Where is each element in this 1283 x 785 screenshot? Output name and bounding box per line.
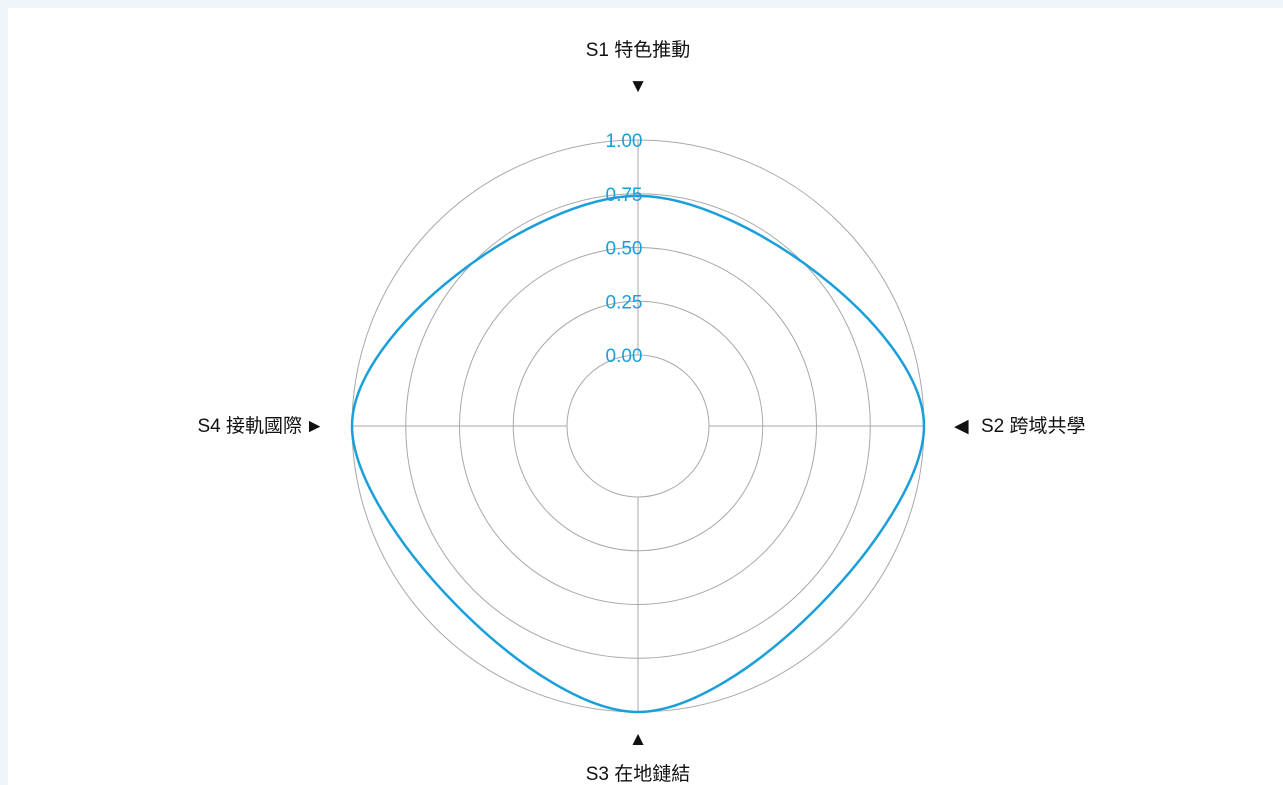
grid <box>351 139 925 713</box>
tick-label-0: 0.00 <box>606 346 643 367</box>
axis-marker-s3: ▲ <box>629 729 648 750</box>
chart-panel <box>8 8 1283 785</box>
axis-labels: S1 特色推動 ▼ ◀ S2 跨域共學 ▲ S3 在地鏈結 S4 接軌國際 ► <box>197 39 1085 785</box>
axis-label-s2: S2 跨域共學 <box>981 415 1086 437</box>
tick-labels: 0.00 0.25 0.50 0.75 1.00 <box>606 131 643 367</box>
axis-marker-s2: ◀ <box>954 416 969 437</box>
series-line-0 <box>350 194 926 714</box>
axis-marker-s4: ► <box>305 416 324 437</box>
grid-circle-0 <box>566 354 710 498</box>
axis-marker-s1: ▼ <box>629 76 648 97</box>
axis-label-s4: S4 接軌國際 <box>197 415 302 437</box>
tick-label-2: 0.50 <box>606 239 643 260</box>
series-layer <box>350 194 926 714</box>
tick-label-4: 1.00 <box>606 131 643 152</box>
axis-label-s1: S1 特色推動 <box>586 39 691 61</box>
tick-label-1: 0.25 <box>606 292 643 313</box>
axis-label-s3: S3 在地鏈結 <box>586 763 691 785</box>
tick-label-3: 0.75 <box>606 185 643 206</box>
